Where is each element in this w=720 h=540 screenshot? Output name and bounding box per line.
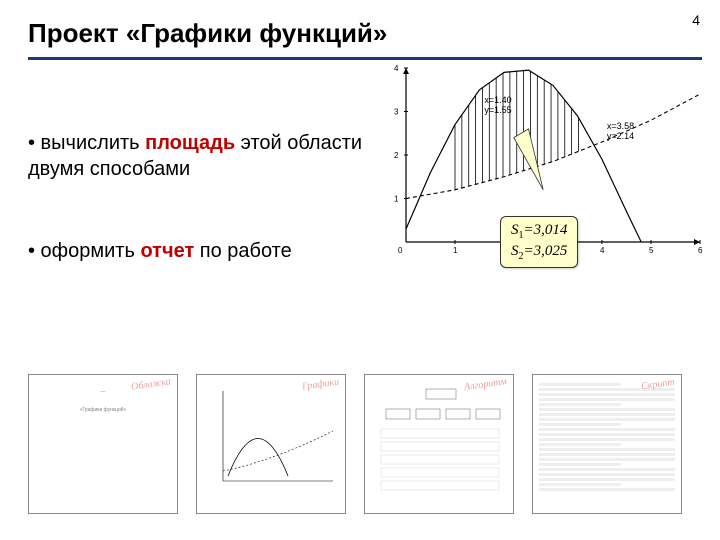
thumbnail-2: Графики [196, 374, 346, 514]
callout-val-2: =3,025 [524, 243, 568, 259]
callout-var-2: S [511, 243, 519, 259]
area-callout: S1=3,014 S2=3,025 [500, 216, 578, 268]
svg-text:2: 2 [394, 151, 399, 160]
svg-text:6: 6 [698, 246, 703, 255]
bullet-2-emph: отчет [140, 240, 194, 262]
thumbnail-4: Скрипт [532, 374, 682, 514]
callout-val-1: =3,014 [524, 222, 568, 238]
svg-text:4: 4 [600, 246, 605, 255]
bullet-2: • оформить отчет по работе [28, 238, 368, 264]
page-number: 4 [692, 12, 700, 28]
thumb-content [197, 375, 345, 509]
svg-text:4: 4 [394, 64, 399, 73]
svg-text:y=1.55: y=1.55 [484, 105, 511, 115]
svg-text:1: 1 [394, 195, 399, 204]
svg-text:0: 0 [398, 246, 403, 255]
svg-text:1: 1 [453, 246, 458, 255]
svg-text:3: 3 [394, 108, 399, 117]
thumbnail-3: Алгоритм [364, 374, 514, 514]
callout-var-1: S [511, 222, 519, 238]
thumbnail-1: Обложка—«Графики функций» [28, 374, 178, 514]
bullet-1-prefix: • вычислить [28, 132, 145, 154]
bullet-2-suffix: по работе [194, 240, 292, 262]
bullet-1: • вычислить площадь этой области двумя с… [28, 130, 368, 182]
svg-text:x=3.58: x=3.58 [607, 121, 634, 131]
callout-line-1: S1=3,014 [511, 221, 567, 242]
thumb-content [365, 375, 513, 509]
bullet-2-prefix: • оформить [28, 240, 140, 262]
content-area: • вычислить площадь этой области двумя с… [0, 60, 720, 264]
svg-text:y=2.14: y=2.14 [607, 131, 634, 141]
thumbnail-row: Обложка—«Графики функций»ГрафикиАлгоритм… [28, 374, 682, 514]
bullet-1-emph: площадь [145, 132, 235, 154]
thumb-content [533, 375, 681, 499]
callout-line-2: S2=3,025 [511, 242, 567, 263]
slide-title: Проект «Графики функций» [0, 0, 720, 57]
svg-text:x=1.40: x=1.40 [484, 95, 511, 105]
bullet-list: • вычислить площадь этой области двумя с… [28, 130, 368, 264]
svg-text:5: 5 [649, 246, 654, 255]
